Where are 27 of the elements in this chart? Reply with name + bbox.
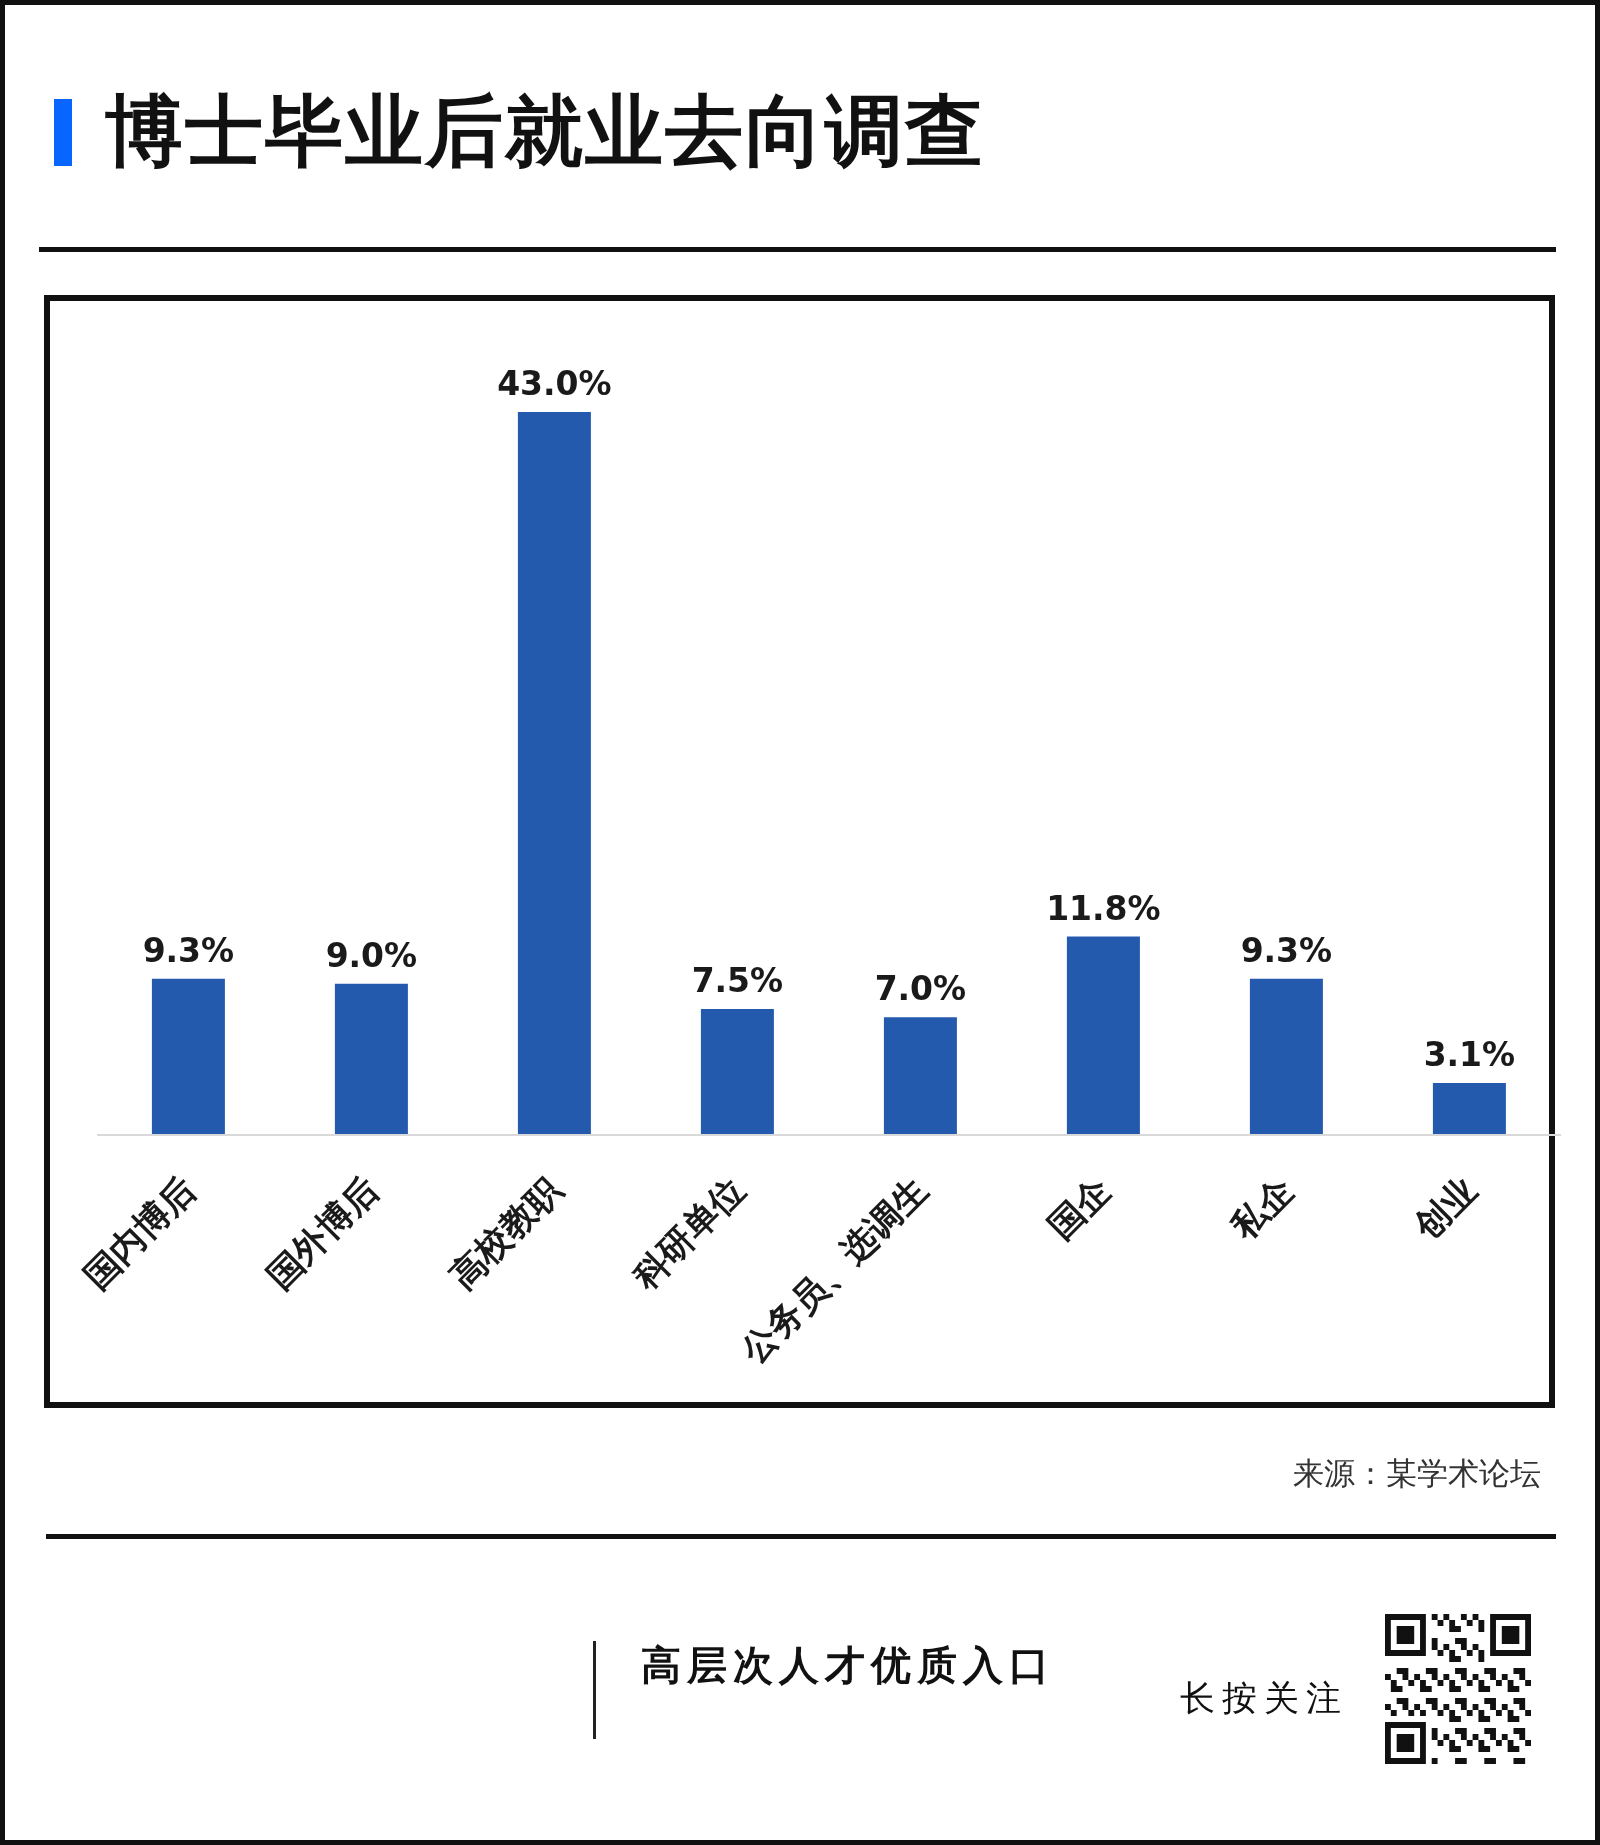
data-label: 9.3%	[1240, 930, 1333, 970]
chart-title: 博士毕业后就业去向调查	[105, 86, 985, 176]
bar	[517, 412, 591, 1135]
text: 高层次人才优质入口	[641, 1641, 1055, 1689]
x-tick-label: 国内博后	[75, 1169, 204, 1297]
bar	[1432, 1082, 1506, 1135]
x-tick-label: 创业	[1405, 1169, 1485, 1248]
data-label: 43.0%	[497, 364, 612, 403]
bar	[151, 978, 225, 1135]
x-tick-label: 国外博后	[258, 1169, 387, 1297]
data-label: 9.0%	[325, 935, 418, 975]
x-tick-label: 国企	[1040, 1169, 1119, 1248]
bar	[334, 983, 408, 1135]
text: 长按关注	[1180, 1677, 1348, 1720]
data-label: 11.8%	[1046, 888, 1161, 928]
bar	[1249, 978, 1323, 1135]
x-tick-label: 高校教职	[441, 1168, 570, 1297]
source-note: 来源：某学术论坛	[1293, 1454, 1541, 1493]
data-label: 9.3%	[142, 930, 235, 970]
data-label: 3.1%	[1423, 1034, 1516, 1074]
x-tick-label: 科研单位	[624, 1169, 753, 1298]
bar	[700, 1008, 774, 1135]
bar	[883, 1017, 957, 1135]
bar	[1066, 936, 1140, 1135]
x-tick-label: 私企	[1222, 1169, 1302, 1248]
data-label: 7.0%	[874, 969, 967, 1009]
data-label: 7.5%	[691, 960, 784, 1000]
